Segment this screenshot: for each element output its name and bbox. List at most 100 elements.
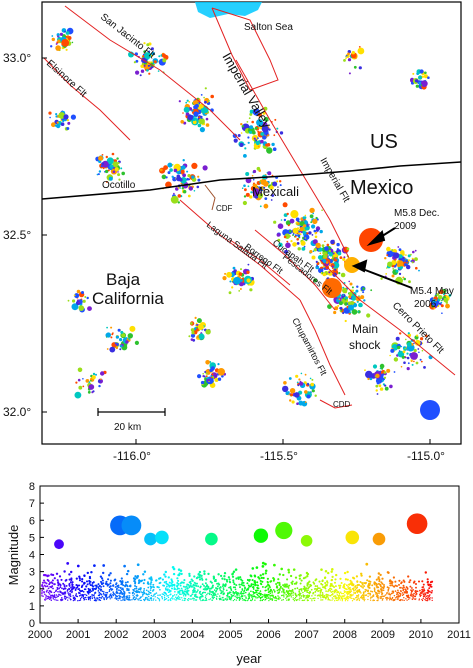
timeline-event-dot xyxy=(210,581,213,584)
timeline-event-dot xyxy=(217,593,219,595)
map-seismic-dot xyxy=(304,373,307,376)
timeline-event-dot xyxy=(96,597,98,599)
map-seismic-dot xyxy=(197,123,202,128)
map-seismic-dot xyxy=(346,247,350,251)
large-blue-event xyxy=(420,400,440,420)
timeline-event-dot xyxy=(72,599,75,602)
map-seismic-dot xyxy=(260,178,267,185)
timeline-event-dot xyxy=(248,596,250,599)
map-seismic-dot xyxy=(306,394,311,399)
timeline-event-dot xyxy=(100,585,103,588)
map-seismic-dot xyxy=(257,112,262,117)
timeline-event-dot xyxy=(331,597,333,599)
timeline-event-dot xyxy=(335,588,337,591)
timeline-event-dot xyxy=(269,580,272,583)
timeline-event-dot xyxy=(131,591,134,594)
timeline-event-dot xyxy=(424,571,428,574)
map-seismic-dot xyxy=(311,224,316,229)
map-seismic-dot xyxy=(143,50,147,53)
timeline-event-dot xyxy=(262,576,265,580)
map-seismic-dot xyxy=(406,352,409,355)
map-seismic-dot xyxy=(398,350,401,352)
map-seismic-dot xyxy=(217,377,222,381)
timeline-event-dot xyxy=(71,590,73,593)
timeline-event-dot xyxy=(171,584,174,587)
timeline-event-dot xyxy=(165,598,168,600)
timeline-event-dot xyxy=(379,596,381,598)
timeline-event-dot xyxy=(44,598,46,601)
timeline-event-dot xyxy=(424,598,426,601)
map-seismic-dot xyxy=(116,157,119,160)
timeline-event-dot xyxy=(382,597,384,600)
map-seismic-dot xyxy=(100,371,105,376)
map-seismic-dot xyxy=(172,177,177,182)
timeline-event-dot xyxy=(285,597,287,600)
map-seismic-dot xyxy=(284,249,289,254)
map-seismic-dot xyxy=(343,256,346,259)
timeline-event-dot xyxy=(258,592,260,595)
map-seismic-dot xyxy=(382,373,385,376)
map-seismic-dot xyxy=(82,385,85,388)
map-seismic-dot xyxy=(364,369,366,372)
timeline-event-dot xyxy=(300,579,303,582)
timeline-event-dot xyxy=(180,572,183,576)
map-seismic-dot xyxy=(238,290,241,292)
map-seismic-dot xyxy=(102,167,105,170)
timeline-event-dot xyxy=(287,587,290,589)
map-seismic-dot xyxy=(342,287,348,294)
timeline-event-dot xyxy=(70,577,73,580)
timeline-event-dot xyxy=(134,584,136,587)
timeline-event-dot xyxy=(288,595,291,597)
map-seismic-dot xyxy=(50,45,53,48)
timeline-event-dot xyxy=(380,581,383,584)
map-seismic-dot xyxy=(185,112,190,116)
map-seismic-dot xyxy=(115,343,118,346)
map-seismic-dot xyxy=(193,111,199,117)
map-seismic-dot xyxy=(348,280,351,283)
timeline-event-dot xyxy=(377,577,380,580)
m58-arrowhead xyxy=(366,230,386,247)
map-seismic-dot xyxy=(306,224,309,227)
timeline-event-dot xyxy=(199,597,201,600)
timeline-event-dot xyxy=(343,597,345,600)
timeline-event-dot xyxy=(240,596,243,598)
timeline-event-dot xyxy=(149,592,152,594)
timeline-event-dot xyxy=(265,593,268,596)
timeline-event-dot xyxy=(406,599,408,601)
timeline-event-dot xyxy=(174,596,177,598)
timeline-event-dot xyxy=(171,565,175,569)
timeline-event-dot xyxy=(48,593,51,595)
map-panel: Salton Sea San Jacinto Flt Elsinore Flt … xyxy=(3,1,462,463)
timeline-event-dot xyxy=(397,594,399,596)
timeline-event-dot xyxy=(353,592,355,594)
x-tick-label: 2006 xyxy=(256,629,280,641)
map-seismic-dot xyxy=(339,256,343,259)
timeline-event-dot xyxy=(211,591,214,593)
timeline-event-dot xyxy=(292,597,294,599)
timeline-event-dot xyxy=(224,598,227,600)
map-seismic-dot xyxy=(353,65,357,69)
timeline-event-dot xyxy=(161,578,164,581)
timeline-event-dot xyxy=(238,594,240,596)
map-seismic-dot xyxy=(186,177,189,181)
map-seismic-dot xyxy=(141,62,144,65)
map-seismic-dot xyxy=(152,62,155,64)
timeline-event-dot xyxy=(121,596,124,599)
map-seismic-dot xyxy=(125,340,129,344)
timeline-event-dot xyxy=(183,579,186,582)
map-seismic-dot xyxy=(167,171,171,175)
timeline-event-dot xyxy=(59,586,62,589)
timeline-event-dot xyxy=(257,589,259,592)
map-seismic-dot xyxy=(310,382,315,387)
timeline-event-dot xyxy=(427,595,429,597)
timeline-event-dot xyxy=(78,595,81,597)
timeline-event-dot xyxy=(407,575,410,578)
map-seismic-dot xyxy=(321,244,325,248)
timeline-event-dot xyxy=(49,590,52,592)
timeline-event-dot xyxy=(261,585,264,588)
timeline-event-dot xyxy=(265,585,268,588)
map-seismic-dot xyxy=(186,99,189,102)
timeline-event-dot xyxy=(205,599,207,601)
timeline-event-dot xyxy=(364,598,366,601)
timeline-event-dot xyxy=(285,583,288,586)
